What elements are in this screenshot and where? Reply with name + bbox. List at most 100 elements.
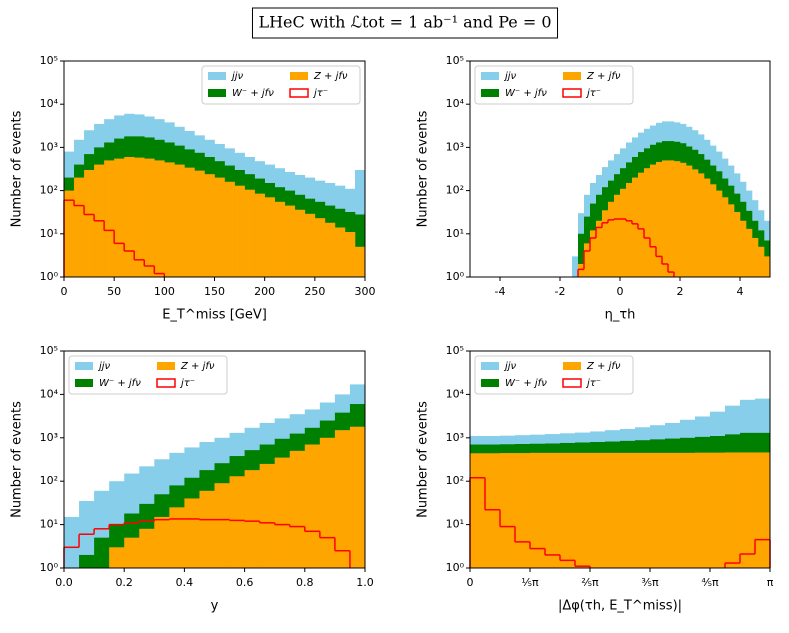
hist-bin	[584, 243, 591, 277]
hist-bin	[560, 452, 576, 568]
x-tick-label: 0	[617, 285, 624, 298]
hist-bin	[674, 161, 681, 277]
legend-label: W⁻ + jfν	[505, 378, 547, 389]
y-tick-label: 10¹	[446, 227, 464, 240]
x-tick-label: 250	[304, 285, 325, 298]
y-tick-label: 10⁵	[446, 344, 464, 357]
x-tick-label: -4	[495, 285, 506, 298]
axes-frame	[469, 350, 771, 569]
hist-bin	[194, 170, 205, 277]
hist-bin	[668, 160, 675, 277]
hist-bin	[752, 237, 759, 277]
hist-bin	[572, 256, 579, 277]
hist-bin	[64, 516, 80, 568]
hist-bin	[254, 193, 265, 277]
x-tick-label: 300	[355, 285, 376, 298]
legend-box	[68, 355, 228, 395]
hist-bin	[695, 452, 711, 568]
y-axis-label: Number of events	[416, 110, 431, 227]
legend-box	[474, 355, 634, 395]
hist-bin	[314, 218, 326, 277]
hist-bin	[758, 246, 765, 277]
x-tick-label: -2	[555, 285, 566, 298]
y-tick-label: 10⁰	[40, 270, 59, 283]
hist-bin	[284, 205, 296, 277]
y-tick-label: 10²	[40, 474, 58, 487]
x-tick-label: ⅗π	[641, 576, 659, 589]
y-axis-label: Number of events	[10, 110, 25, 227]
hist-bin	[294, 209, 306, 277]
hist-bin	[644, 168, 651, 277]
hist-bin	[64, 190, 75, 277]
legend-label: W⁻ + jfν	[505, 88, 547, 99]
hist-bin	[244, 189, 255, 277]
hist-bin	[154, 160, 165, 277]
y-tick-label: 10¹	[446, 518, 464, 531]
hist-bin	[334, 430, 351, 568]
hist-bin	[734, 211, 741, 277]
y-tick-label: 10²	[446, 184, 464, 197]
y-tick-label: 10³	[446, 140, 464, 153]
hist-bin	[500, 453, 516, 568]
hist-bin	[725, 452, 741, 568]
y-tick-label: 10⁵	[446, 54, 464, 67]
hist-bin	[304, 444, 321, 568]
legend-label: Z + jfν	[586, 361, 621, 372]
hist-bin	[590, 230, 597, 277]
hist-bin	[184, 167, 195, 277]
legend-swatch	[208, 72, 226, 80]
hist-bin	[354, 214, 366, 277]
hist-bin	[94, 537, 110, 568]
hist-bin	[596, 220, 603, 277]
hist-bin	[214, 483, 230, 568]
legend-swatch	[481, 89, 499, 97]
hist-bin	[650, 452, 666, 568]
hist-bin	[164, 162, 175, 277]
x-tick-label: 0.2	[115, 576, 133, 589]
hist-bin	[124, 537, 140, 568]
hist-bin	[79, 554, 95, 568]
legend-swatch	[75, 362, 93, 370]
x-tick-label: 0.8	[296, 576, 314, 589]
x-tick-label: π	[767, 576, 774, 589]
legend-swatch	[481, 362, 499, 370]
hist-bin	[74, 177, 85, 277]
hist-bin	[204, 174, 215, 277]
x-tick-label: 0	[61, 285, 68, 298]
legend-swatch	[481, 72, 499, 80]
y-tick-label: 10⁵	[40, 54, 58, 67]
hist-bin	[578, 233, 585, 277]
y-tick-label: 10³	[40, 431, 58, 444]
hist-bin	[589, 452, 606, 568]
hist-bin	[704, 178, 711, 277]
x-tick-label: 2	[677, 285, 684, 298]
hist-bin	[124, 156, 135, 277]
hist-bin	[114, 158, 125, 277]
figure-title: LHeC with ℒtot = 1 ab⁻¹ and Pe = 0	[258, 13, 551, 32]
y-tick-label: 10⁰	[446, 561, 465, 574]
legend-label: jjν	[503, 361, 517, 372]
legend-label: jjν	[503, 71, 517, 82]
hist-bin	[354, 246, 366, 277]
hist-bin	[710, 184, 717, 277]
hist-bin	[334, 227, 346, 277]
hist-bin	[578, 263, 585, 277]
hist-bin	[304, 213, 316, 277]
x-tick-label: 4	[737, 285, 744, 298]
hist-bin	[224, 181, 235, 277]
x-tick-label: 0	[467, 576, 474, 589]
hist-bin	[169, 507, 185, 568]
hist-bin	[514, 453, 531, 568]
hist-bin	[680, 162, 687, 277]
hist-bin	[664, 452, 681, 568]
hist-bin	[84, 169, 95, 277]
hist-bin	[259, 463, 275, 568]
hist-bin	[139, 528, 155, 568]
legend-label: Z + jfν	[313, 71, 348, 82]
y-tick-label: 10³	[446, 431, 464, 444]
axes-frame	[63, 350, 366, 569]
x-tick-label: 1.0	[356, 576, 374, 589]
y-tick-label: 10²	[446, 474, 464, 487]
y-tick-label: 10⁰	[40, 561, 59, 574]
